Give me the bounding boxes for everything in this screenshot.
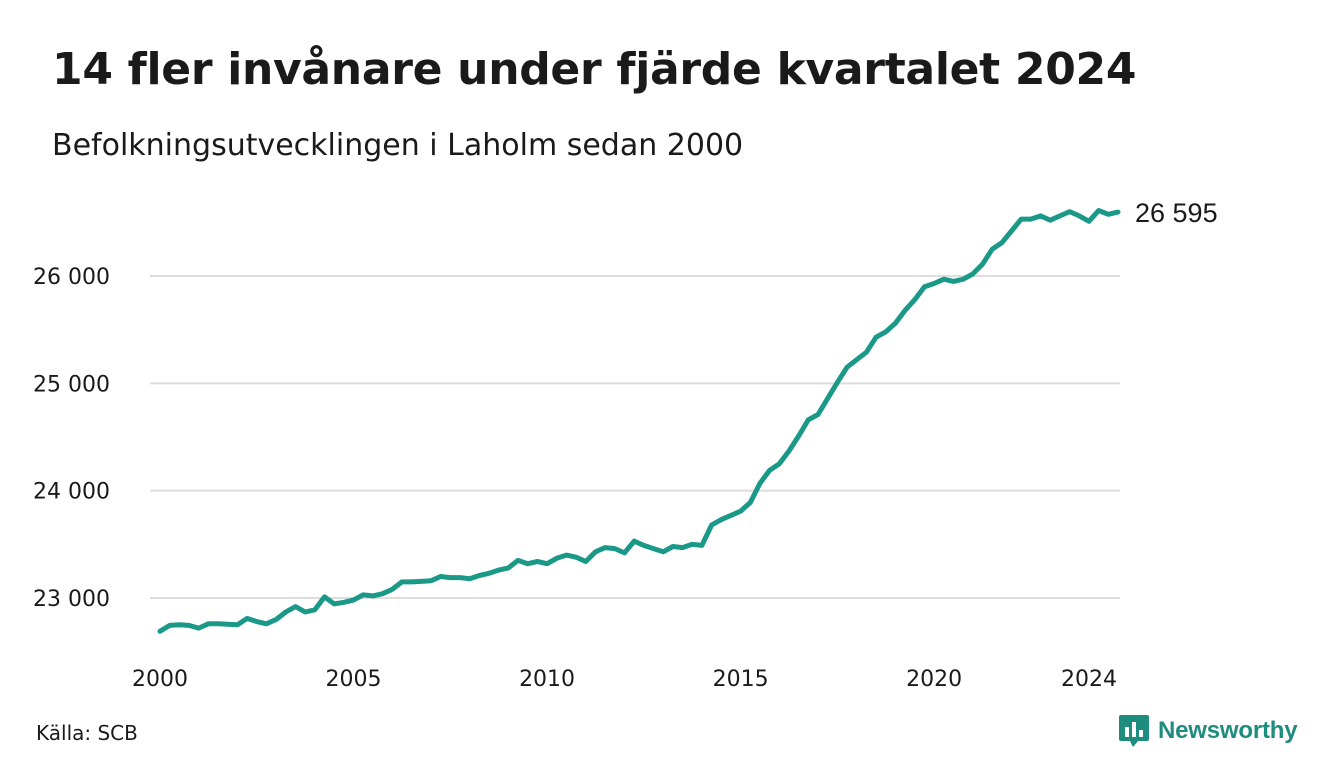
y-tick-label: 25 000: [33, 372, 110, 397]
newsworthy-logo-icon: [1119, 715, 1149, 747]
x-tick-label: 2024: [1061, 667, 1117, 692]
y-tick-label: 24 000: [33, 480, 110, 505]
x-tick-label: 2020: [906, 667, 962, 692]
brand-logo: Newsworthy: [1118, 714, 1298, 748]
end-value-label: 26 595: [1135, 198, 1218, 228]
source-note: Källa: SCB: [36, 721, 138, 745]
gridlines: [150, 275, 1120, 599]
chart-title: 14 fler invånare under fjärde kvartalet …: [52, 44, 1137, 95]
x-tick-label: 2015: [713, 667, 769, 692]
chart-subtitle: Befolkningsutvecklingen i Laholm sedan 2…: [52, 128, 744, 163]
end-label-layer: 26 595: [1135, 198, 1218, 228]
x-tick-label: 2010: [519, 667, 575, 692]
y-tick-label: 23 000: [33, 587, 110, 612]
brand-name: Newsworthy: [1158, 717, 1298, 744]
population-series: [157, 208, 1121, 634]
x-tick-label: 2000: [132, 667, 188, 692]
x-axis-tick-labels: 2000 2005 2010 2015 2020 2024: [132, 667, 1117, 692]
series-line: [157, 208, 1121, 634]
y-axis-tick-labels: 23 000 24 000 25 000 26 000: [33, 265, 110, 612]
y-tick-label: 26 000: [33, 265, 110, 290]
x-tick-label: 2005: [326, 667, 382, 692]
